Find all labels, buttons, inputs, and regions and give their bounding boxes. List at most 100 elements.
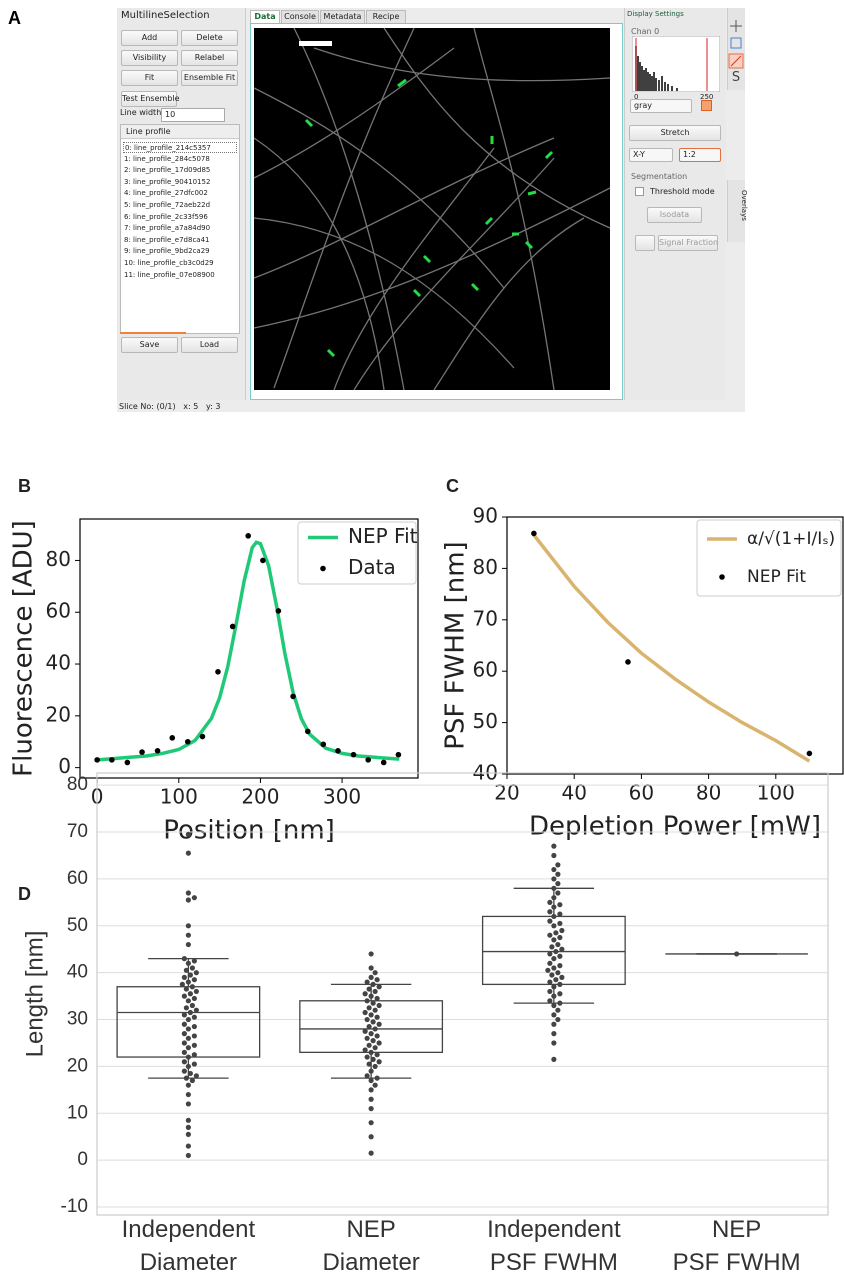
colormap-select[interactable]: gray bbox=[630, 99, 692, 113]
image bbox=[254, 28, 610, 390]
panel-title: Display Settings bbox=[627, 10, 684, 18]
data-point bbox=[555, 970, 561, 976]
checkbox[interactable] bbox=[701, 100, 712, 111]
data-point bbox=[372, 970, 378, 976]
y-tick-label: 40 bbox=[67, 962, 88, 983]
button[interactable]: Fit bbox=[121, 70, 178, 86]
list-item[interactable]: 1: line_profile_284c5078 bbox=[124, 154, 210, 163]
data-point bbox=[191, 958, 197, 964]
list-item[interactable]: 10: line_profile_cb3c0d29 bbox=[124, 259, 214, 267]
data-point bbox=[551, 876, 557, 882]
data-point bbox=[187, 1009, 193, 1016]
tab[interactable]: Recipe bbox=[366, 10, 406, 23]
list-item[interactable]: 4: line_profile_27dfc002 bbox=[124, 189, 208, 198]
tab[interactable]: Data bbox=[250, 10, 280, 23]
field-label: Line width: bbox=[120, 108, 164, 117]
line-width-input[interactable]: 10 bbox=[161, 108, 225, 122]
button[interactable]: Visibility bbox=[121, 50, 178, 66]
data-point bbox=[94, 757, 100, 763]
data-point bbox=[368, 1087, 374, 1093]
data-point bbox=[139, 749, 145, 755]
data-point bbox=[551, 885, 557, 891]
button[interactable]: Delete bbox=[181, 30, 238, 46]
axes-frame bbox=[506, 516, 844, 775]
x-tick-label: 60 bbox=[629, 781, 654, 805]
list-item[interactable]: 11: line_profile_07e08900 bbox=[124, 270, 215, 279]
data-point bbox=[185, 1152, 191, 1159]
data-point bbox=[290, 693, 296, 700]
checkbox[interactable] bbox=[635, 187, 644, 196]
list-item[interactable]: 6: line_profile_2c33f596 bbox=[124, 212, 208, 221]
data-point bbox=[557, 963, 563, 969]
list-item[interactable]: 9: line_profile_9bd2ca29 bbox=[124, 247, 210, 256]
button[interactable]: Ensemble Fit bbox=[181, 70, 238, 86]
list-item[interactable]: 0: line_profile_214c5357 bbox=[123, 142, 237, 153]
zoom-select[interactable]: 1:2 bbox=[679, 148, 721, 162]
data-point bbox=[380, 759, 387, 766]
tab[interactable]: Metadata bbox=[320, 10, 365, 23]
data-point bbox=[551, 1012, 557, 1018]
data-point bbox=[368, 1049, 374, 1055]
button[interactable]: Signal Fraction bbox=[658, 235, 718, 251]
data-point bbox=[191, 1042, 197, 1048]
data-point bbox=[181, 993, 187, 999]
data-point bbox=[547, 932, 553, 938]
button[interactable]: Test Ensemble bbox=[121, 91, 180, 107]
app-screenshot: MultilineSelection Add Delete Visibility Re… bbox=[117, 8, 748, 412]
status-bar: Slice No: (0/1) x: 5 y: 3 bbox=[119, 402, 221, 411]
x-tick-label: NEP PSF FWHM bbox=[672, 1216, 801, 1276]
button[interactable]: Isodata bbox=[647, 207, 702, 223]
data-point bbox=[555, 881, 561, 887]
data-point bbox=[374, 977, 380, 983]
button[interactable]: Relabel bbox=[181, 50, 238, 66]
data-point bbox=[365, 757, 371, 763]
data-point bbox=[181, 1068, 187, 1074]
data-point bbox=[368, 1031, 374, 1037]
data-point bbox=[372, 1063, 378, 1070]
data-point bbox=[364, 1054, 370, 1060]
button[interactable]: Stretch bbox=[629, 125, 721, 141]
data-point bbox=[364, 1035, 370, 1041]
data-point bbox=[370, 1038, 376, 1044]
list-item[interactable]: 2: line_profile_17d09d85 bbox=[124, 166, 211, 175]
tab[interactable]: Console bbox=[281, 10, 319, 23]
data-point bbox=[320, 741, 327, 748]
scale-bar bbox=[299, 41, 332, 46]
legend-label: NEP Fit bbox=[747, 567, 806, 587]
data-point bbox=[551, 852, 557, 859]
data-point bbox=[183, 1005, 189, 1011]
data-point bbox=[372, 1026, 378, 1032]
data-point bbox=[557, 981, 563, 987]
data-point bbox=[547, 899, 553, 905]
list-item[interactable]: 3: line_profile_90410152 bbox=[124, 177, 211, 186]
data-point bbox=[366, 986, 372, 992]
list-item[interactable]: 5: line_profile_72aeb22d bbox=[124, 201, 211, 209]
data-point bbox=[551, 1040, 557, 1046]
view-select[interactable]: X-Y bbox=[629, 148, 673, 162]
data-point bbox=[193, 1007, 199, 1013]
list-item[interactable]: 7: line_profile_a7a84d90 bbox=[124, 224, 211, 233]
svg-text:S: S bbox=[732, 70, 740, 85]
y-tick-label: 10 bbox=[67, 1102, 88, 1123]
data-point bbox=[362, 1028, 368, 1034]
data-point bbox=[191, 1023, 197, 1030]
button[interactable]: Save bbox=[121, 337, 178, 353]
button[interactable]: Load bbox=[181, 337, 238, 353]
histogram bbox=[632, 36, 720, 92]
data-point bbox=[547, 951, 553, 957]
data-point bbox=[189, 984, 195, 990]
data-point bbox=[229, 623, 236, 630]
x-tick-label: 80 bbox=[696, 781, 721, 805]
data-point bbox=[181, 1021, 187, 1027]
button[interactable] bbox=[635, 235, 655, 251]
data-point bbox=[368, 1068, 374, 1074]
data-point bbox=[376, 1059, 382, 1065]
channel-label: Chan 0 bbox=[631, 27, 660, 36]
data-point bbox=[625, 659, 631, 665]
data-point bbox=[376, 1021, 382, 1027]
y-tick-label: 60 bbox=[46, 599, 71, 623]
checkbox-label: Threshold mode bbox=[650, 187, 715, 196]
list-item[interactable]: 8: line_profile_e7d8ca41 bbox=[124, 235, 210, 244]
button[interactable]: Add bbox=[121, 30, 178, 46]
